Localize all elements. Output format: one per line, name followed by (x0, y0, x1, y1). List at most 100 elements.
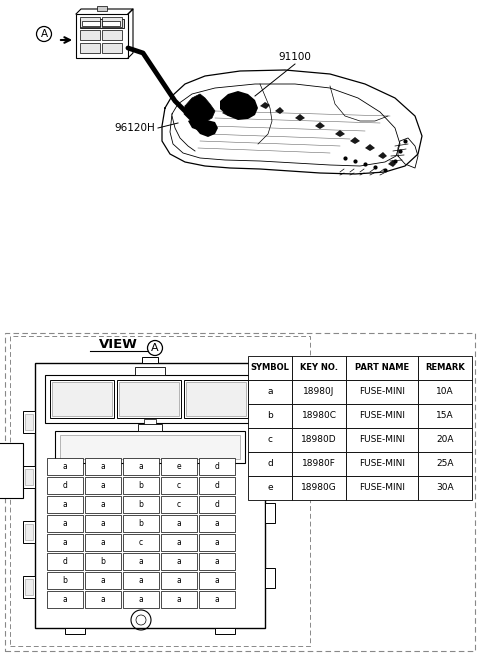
Text: 15A: 15A (436, 411, 454, 420)
Bar (10, 336, 310, 646)
Text: d: d (267, 459, 273, 468)
Text: FUSE-MINI: FUSE-MINI (359, 411, 405, 420)
Bar (85, 515, 121, 532)
Polygon shape (315, 122, 325, 129)
Bar (292, 356, 346, 380)
Text: a: a (101, 595, 106, 604)
Bar (47, 553, 83, 570)
Bar (144, 419, 156, 424)
Bar (161, 515, 197, 532)
Bar (418, 452, 472, 476)
Text: a: a (177, 538, 181, 547)
Text: d: d (62, 481, 67, 490)
Bar (300, 416, 308, 430)
Bar (47, 458, 83, 475)
Text: 25A: 25A (436, 459, 454, 468)
Text: a: a (139, 576, 144, 585)
Bar (161, 591, 197, 608)
Bar (80, 43, 100, 53)
Bar (292, 404, 346, 428)
Text: a: a (62, 519, 67, 528)
Bar (418, 404, 472, 428)
Text: e: e (267, 483, 273, 493)
Bar (47, 496, 83, 513)
Bar (47, 515, 83, 532)
Text: b: b (139, 519, 144, 528)
Bar (23, 466, 35, 488)
Bar (80, 19, 124, 28)
Text: PART NAME: PART NAME (355, 363, 409, 373)
Bar (85, 591, 121, 608)
Text: a: a (62, 500, 67, 509)
Text: a: a (101, 519, 106, 528)
Bar (346, 404, 418, 428)
Bar (123, 553, 159, 570)
Text: a: a (62, 462, 67, 471)
Text: d: d (215, 462, 219, 471)
Bar (50, 380, 114, 418)
Polygon shape (275, 107, 284, 114)
Bar (25, 579, 33, 595)
Bar (346, 380, 418, 404)
Bar (123, 591, 159, 608)
Text: a: a (139, 462, 144, 471)
Bar (47, 534, 83, 551)
Text: a: a (177, 519, 181, 528)
Bar (97, 6, 107, 11)
Bar (199, 515, 235, 532)
Bar (135, 367, 165, 375)
Bar (418, 380, 472, 404)
Bar (85, 572, 121, 589)
Text: 18980D: 18980D (301, 436, 337, 445)
Polygon shape (335, 130, 345, 137)
Bar (186, 382, 246, 416)
Bar (65, 628, 85, 634)
Text: b: b (101, 557, 106, 566)
Text: VIEW: VIEW (98, 338, 137, 351)
Text: 30A: 30A (436, 483, 454, 493)
Bar (123, 515, 159, 532)
Bar (80, 17, 100, 27)
Text: b: b (267, 411, 273, 420)
Polygon shape (260, 102, 270, 109)
Bar (123, 477, 159, 494)
Text: 18980C: 18980C (301, 411, 336, 420)
Bar (23, 576, 35, 598)
Bar (265, 438, 275, 458)
Bar (161, 477, 197, 494)
Text: a: a (177, 576, 181, 585)
Bar (346, 476, 418, 500)
Bar (123, 534, 159, 551)
Text: 18980F: 18980F (302, 459, 336, 468)
Text: A: A (40, 29, 48, 39)
Bar (292, 452, 346, 476)
Bar (161, 458, 197, 475)
Bar (215, 628, 235, 634)
Bar (142, 357, 158, 363)
Polygon shape (220, 91, 258, 120)
Polygon shape (184, 94, 215, 123)
Polygon shape (195, 120, 218, 137)
Bar (76, 14, 128, 58)
Text: b: b (62, 576, 67, 585)
Bar (292, 476, 346, 500)
Bar (300, 436, 308, 450)
Bar (25, 414, 33, 430)
Polygon shape (350, 137, 360, 144)
Bar (199, 458, 235, 475)
Text: a: a (215, 557, 219, 566)
Bar (138, 424, 162, 431)
Polygon shape (300, 398, 325, 438)
Bar (45, 375, 255, 423)
Bar (199, 572, 235, 589)
Text: a: a (101, 500, 106, 509)
Text: d: d (215, 481, 219, 490)
Text: a: a (101, 462, 106, 471)
Text: a: a (177, 557, 181, 566)
Text: a: a (62, 538, 67, 547)
Text: a: a (267, 388, 273, 396)
Bar (5, 333, 475, 651)
Text: 20A: 20A (436, 436, 454, 445)
Text: 96120H: 96120H (114, 123, 155, 133)
Bar (23, 521, 35, 543)
